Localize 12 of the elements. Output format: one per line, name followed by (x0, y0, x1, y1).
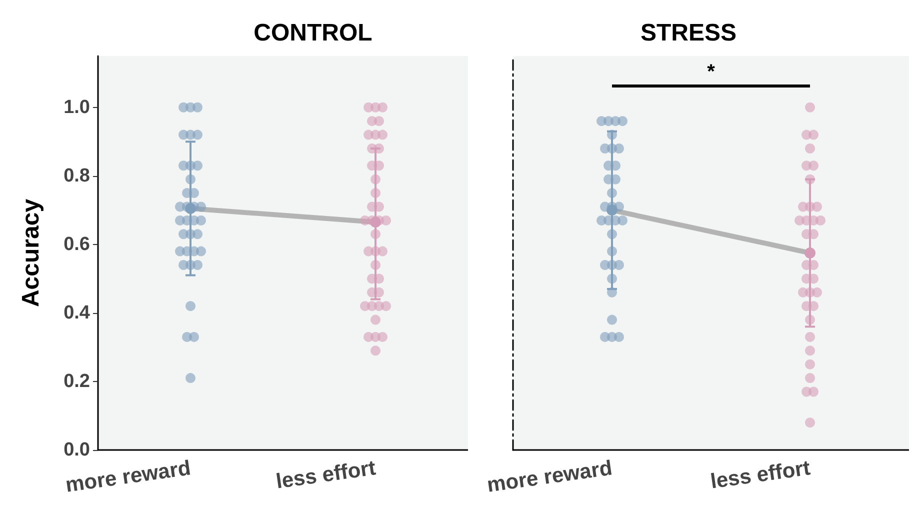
y-tick-label: 0.4 (64, 302, 90, 324)
y-tick-label: 0.6 (64, 234, 90, 255)
y-axis-title: Accuracy (18, 198, 44, 308)
chart-title: CONTROL (254, 20, 372, 46)
x-tick-label: less effort (274, 456, 378, 494)
chart-title: STRESS (640, 20, 737, 46)
annotation: * (707, 61, 716, 83)
x-tick-label: less effort (709, 456, 812, 494)
y-tick-label: 1.0 (64, 96, 90, 118)
x-tick-label: more reward (486, 456, 614, 497)
y-tick-label: 0.2 (64, 370, 90, 392)
y-tick-label: 0.8 (64, 165, 90, 186)
